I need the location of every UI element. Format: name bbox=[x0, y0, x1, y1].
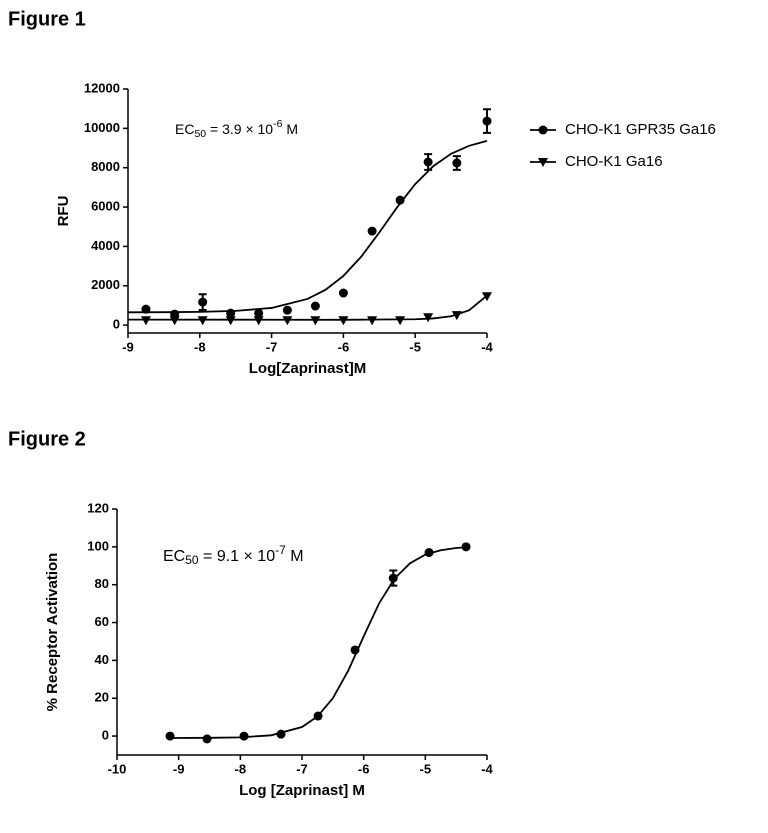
marker bbox=[367, 226, 377, 236]
marker bbox=[254, 308, 264, 318]
fit-curve bbox=[127, 140, 488, 314]
annotation-text: = 3.9 × 10 bbox=[206, 121, 273, 137]
marker bbox=[367, 316, 378, 326]
marker bbox=[202, 734, 212, 744]
marker bbox=[169, 316, 180, 326]
y-tick-label: 100 bbox=[87, 538, 109, 553]
y-tick-label: 4000 bbox=[91, 238, 120, 253]
x-tick-label: -8 bbox=[235, 761, 247, 776]
fit-curve bbox=[170, 546, 467, 739]
y-axis-label: RFU bbox=[55, 196, 72, 227]
x-tick-label: -7 bbox=[266, 339, 278, 354]
x-tick-label: -4 bbox=[481, 339, 493, 354]
legend-marker bbox=[538, 158, 548, 167]
legend-marker bbox=[538, 125, 548, 135]
marker bbox=[424, 548, 434, 558]
marker bbox=[226, 308, 236, 318]
marker bbox=[313, 711, 323, 721]
marker bbox=[310, 301, 320, 311]
y-tick-label: 20 bbox=[95, 690, 109, 705]
annotation-superscript: -6 bbox=[273, 118, 282, 130]
marker bbox=[388, 573, 398, 583]
fit-curve bbox=[127, 294, 488, 321]
y-tick-label: 120 bbox=[87, 500, 109, 515]
marker bbox=[395, 195, 405, 205]
marker bbox=[197, 316, 208, 326]
marker bbox=[282, 305, 292, 315]
marker bbox=[198, 297, 208, 307]
y-tick-label: 0 bbox=[113, 317, 120, 332]
legend-label: CHO-K1 GPR35 Ga16 bbox=[565, 121, 716, 138]
marker bbox=[482, 292, 492, 302]
y-tick-label: 2000 bbox=[91, 277, 120, 292]
marker bbox=[350, 645, 360, 655]
marker bbox=[310, 316, 321, 326]
x-tick-label: -9 bbox=[173, 761, 185, 776]
marker bbox=[423, 157, 433, 167]
annotation-text: EC bbox=[175, 121, 194, 137]
annotation-text: M bbox=[282, 121, 298, 137]
x-axis-label: Log [Zaprinast] M bbox=[239, 782, 365, 799]
marker bbox=[239, 731, 249, 741]
y-tick-label: 40 bbox=[95, 652, 109, 667]
y-tick-label: 60 bbox=[95, 614, 109, 629]
annotation: EC50 = 3.9 × 10-6 M bbox=[175, 118, 298, 140]
marker bbox=[482, 116, 492, 126]
y-tick-label: 10000 bbox=[84, 120, 120, 135]
y-tick-label: 12000 bbox=[84, 80, 120, 95]
marker bbox=[395, 316, 406, 326]
y-tick-label: 80 bbox=[95, 576, 109, 591]
y-axis-label: % Receptor Activation bbox=[44, 553, 61, 712]
x-tick-label: -10 bbox=[108, 761, 127, 776]
x-tick-label: -4 bbox=[481, 761, 493, 776]
x-tick-label: -8 bbox=[194, 339, 206, 354]
y-tick-label: 0 bbox=[102, 728, 109, 743]
marker bbox=[452, 158, 462, 168]
marker bbox=[282, 316, 293, 326]
marker bbox=[338, 316, 349, 326]
annotation-subscript: 50 bbox=[185, 553, 199, 567]
marker bbox=[140, 316, 151, 326]
marker bbox=[165, 731, 175, 741]
marker bbox=[461, 542, 471, 552]
x-tick-label: -6 bbox=[358, 761, 370, 776]
annotation: EC50 = 9.1 × 10-7 M bbox=[163, 543, 304, 567]
x-tick-label: -5 bbox=[409, 339, 421, 354]
y-tick-label: 6000 bbox=[91, 199, 120, 214]
x-tick-label: -7 bbox=[296, 761, 308, 776]
x-axis-label: Log[Zaprinast]M bbox=[249, 360, 367, 377]
marker bbox=[276, 729, 286, 739]
legend-label: CHO-K1 Ga16 bbox=[565, 153, 663, 170]
annotation-text: = 9.1 × 10 bbox=[199, 548, 276, 565]
marker bbox=[141, 304, 151, 314]
x-tick-label: -5 bbox=[420, 761, 432, 776]
marker bbox=[225, 316, 236, 326]
figure-title: Figure 1 bbox=[8, 8, 86, 30]
annotation-text: EC bbox=[163, 548, 185, 565]
y-tick-label: 8000 bbox=[91, 159, 120, 174]
figure-title: Figure 2 bbox=[8, 428, 86, 450]
x-tick-label: -9 bbox=[122, 339, 134, 354]
annotation-text: M bbox=[286, 548, 304, 565]
marker bbox=[253, 316, 264, 326]
annotation-subscript: 50 bbox=[194, 128, 206, 140]
x-tick-label: -6 bbox=[338, 339, 350, 354]
marker bbox=[423, 313, 434, 323]
marker bbox=[451, 311, 462, 321]
marker bbox=[338, 288, 348, 298]
annotation-superscript: -7 bbox=[275, 543, 286, 557]
